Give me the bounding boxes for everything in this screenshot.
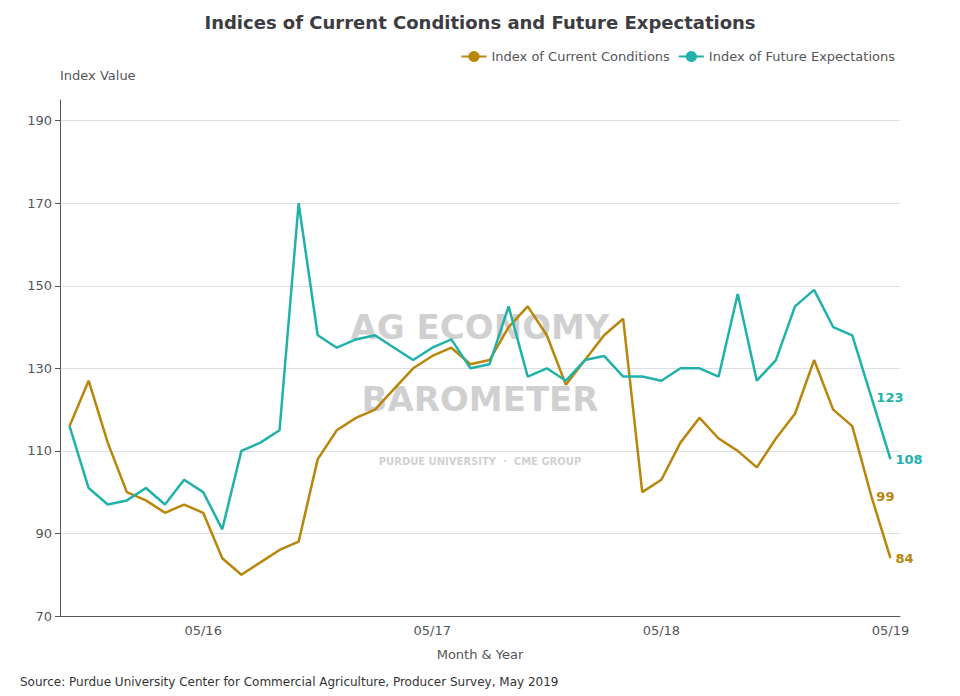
svg-text:99: 99 [876,489,894,504]
svg-text:190: 190 [27,113,52,128]
svg-text:05/18: 05/18 [643,623,680,638]
svg-text:Source: Purdue University Cent: Source: Purdue University Center for Com… [20,675,558,689]
svg-text:BAROMETER: BAROMETER [361,379,599,420]
svg-text:123: 123 [876,390,903,405]
svg-text:PURDUE UNIVERSITY · CME GROU: PURDUE UNIVERSITY · CME GROUP [379,456,582,467]
svg-text:05/17: 05/17 [414,623,451,638]
svg-text:108: 108 [895,452,922,467]
svg-text:130: 130 [27,361,52,376]
svg-text:05/16: 05/16 [184,623,221,638]
svg-text:Index of Current Conditions: Index of Current Conditions [491,49,670,64]
svg-text:Index of Future Expectations: Index of Future Expectations [709,49,895,64]
svg-text:Index Value: Index Value [60,68,136,83]
svg-text:150: 150 [27,278,52,293]
svg-text:170: 170 [27,196,52,211]
svg-text:90: 90 [35,526,52,541]
svg-text:84: 84 [895,551,913,566]
svg-text:Month & Year: Month & Year [437,647,524,662]
svg-text:Indices of Current Conditions: Indices of Current Conditions and Future… [204,12,755,33]
svg-text:05/19: 05/19 [872,623,909,638]
svg-text:70: 70 [35,609,52,624]
svg-text:110: 110 [27,443,52,458]
svg-text:AG ECONOMY: AG ECONOMY [351,307,610,347]
